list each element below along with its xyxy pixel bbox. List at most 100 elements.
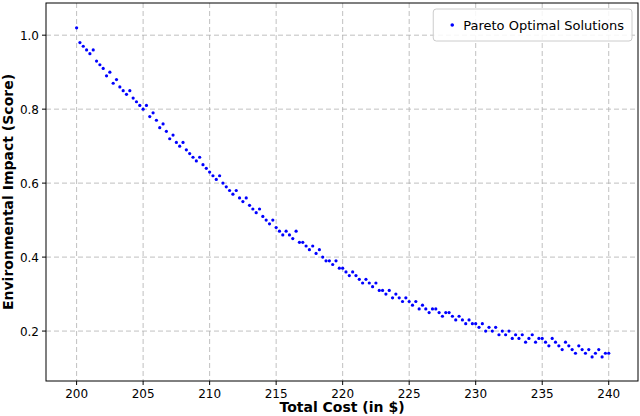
point xyxy=(474,322,477,325)
point xyxy=(358,278,361,281)
point xyxy=(135,100,138,103)
y-tick xyxy=(42,257,46,258)
x-tick-label: 200 xyxy=(65,387,88,401)
point xyxy=(341,267,344,270)
point xyxy=(148,115,151,118)
point xyxy=(118,85,121,88)
x-tick-label: 210 xyxy=(198,387,221,401)
point xyxy=(348,274,351,277)
y-tick-label: 0.2 xyxy=(20,325,39,339)
point xyxy=(301,241,304,244)
point xyxy=(487,326,490,329)
y-tick-label: 0.4 xyxy=(20,251,39,265)
point xyxy=(165,130,168,133)
point xyxy=(447,311,450,314)
point xyxy=(567,344,570,347)
x-grid-line xyxy=(409,3,410,381)
point xyxy=(228,189,231,192)
point xyxy=(351,270,354,273)
point xyxy=(102,67,105,70)
point xyxy=(471,322,474,325)
y-tick-label: 0.8 xyxy=(20,103,39,117)
point xyxy=(311,244,314,247)
point xyxy=(394,292,397,295)
point xyxy=(88,52,91,55)
point xyxy=(581,348,584,351)
point xyxy=(175,141,178,144)
point xyxy=(541,337,544,340)
point xyxy=(321,255,324,258)
point xyxy=(295,230,298,233)
x-axis-label: Total Cost (in $) xyxy=(279,399,404,415)
point xyxy=(195,159,198,162)
point xyxy=(128,89,131,92)
point xyxy=(391,296,394,299)
x-tick-label: 235 xyxy=(531,387,554,401)
point xyxy=(275,226,278,229)
point xyxy=(271,219,274,222)
plot-frame xyxy=(46,3,638,381)
point xyxy=(571,348,574,351)
point xyxy=(288,233,291,236)
point xyxy=(461,318,464,321)
point xyxy=(521,333,524,336)
point xyxy=(191,156,194,159)
y-tick xyxy=(42,331,46,332)
point xyxy=(514,333,517,336)
point xyxy=(497,333,500,336)
legend-label: Pareto Optimal Solutions xyxy=(463,18,624,33)
point xyxy=(248,204,251,207)
legend-box xyxy=(433,9,632,41)
legend: Pareto Optimal Solutions xyxy=(433,9,632,41)
point xyxy=(125,93,128,96)
point xyxy=(481,322,484,325)
x-grid-line xyxy=(143,3,144,381)
point xyxy=(221,182,224,185)
point xyxy=(434,307,437,310)
point xyxy=(354,274,357,277)
x-tick-label: 230 xyxy=(464,387,487,401)
x-tick xyxy=(409,381,410,385)
point xyxy=(328,259,331,262)
point xyxy=(268,222,271,225)
point xyxy=(122,89,125,92)
point xyxy=(261,215,264,218)
point xyxy=(92,48,95,51)
point xyxy=(331,263,334,266)
point xyxy=(151,111,154,114)
point xyxy=(85,48,88,51)
point xyxy=(281,233,284,236)
point xyxy=(597,348,600,351)
y-tick xyxy=(42,35,46,36)
point xyxy=(215,178,218,181)
point xyxy=(98,63,101,66)
point xyxy=(171,133,174,136)
point xyxy=(298,241,301,244)
point xyxy=(198,156,201,159)
point xyxy=(108,71,111,74)
point xyxy=(524,341,527,344)
y-tick-label: 0.6 xyxy=(20,177,39,191)
x-tick xyxy=(342,381,343,385)
point xyxy=(491,329,494,332)
point xyxy=(547,344,550,347)
point xyxy=(161,122,164,125)
point xyxy=(444,311,447,314)
point xyxy=(218,174,221,177)
point xyxy=(78,41,81,44)
point xyxy=(577,344,580,347)
point xyxy=(464,322,467,325)
point xyxy=(241,200,244,203)
chart: 2002052102152202252302352400.20.40.60.81… xyxy=(0,0,640,416)
point xyxy=(138,104,141,107)
point xyxy=(431,307,434,310)
point xyxy=(225,185,228,188)
y-tick xyxy=(42,183,46,184)
point xyxy=(418,307,421,310)
point xyxy=(600,355,603,358)
point xyxy=(201,163,204,166)
x-tick xyxy=(542,381,543,385)
x-grid-line xyxy=(209,3,210,381)
point xyxy=(467,318,470,321)
point xyxy=(318,248,321,251)
